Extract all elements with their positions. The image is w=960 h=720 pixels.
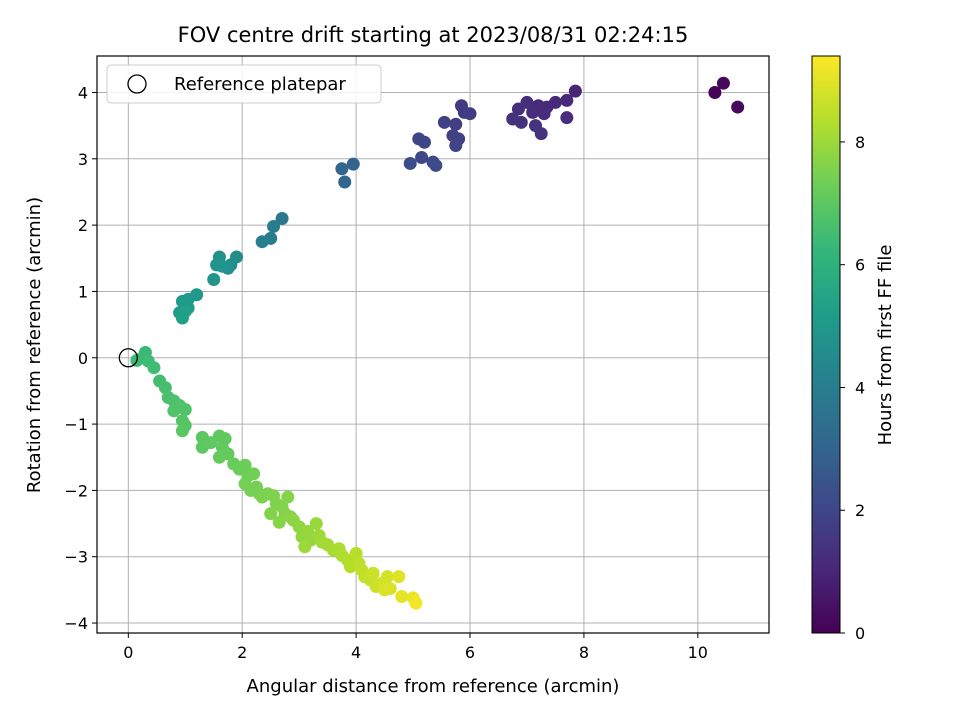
y-tick-label: 3 [78,150,88,169]
y-tick-label: −3 [64,548,88,567]
x-tick-label: 2 [237,643,247,662]
data-point [395,590,409,604]
data-point [568,84,582,98]
y-tick-label: −2 [64,481,88,500]
grid [97,56,769,633]
colorbar-gradient [811,55,841,634]
colorbar-ticks: 0 2 4 6 8 [840,133,865,643]
legend-open-circle-icon [127,74,147,94]
data-point [380,570,394,584]
data-point [731,100,745,114]
y-tick-label: 4 [78,83,88,102]
reference-marker-layer [118,348,138,368]
data-point [264,507,278,521]
legend-box [106,64,382,104]
data-point [534,127,548,141]
x-tick-label: 8 [579,643,589,662]
data-point [207,273,221,287]
data-points [130,76,745,610]
data-point [511,102,525,116]
x-tick-label: 0 [123,643,133,662]
y-tick-label: −4 [64,614,88,633]
data-point [463,107,477,121]
x-tick-label: 10 [688,643,708,662]
data-point [560,93,574,107]
data-point [212,450,226,464]
data-point [281,490,295,504]
data-point [392,570,406,584]
y-axis-ticks: −4 −3 −2 −1 0 1 2 3 4 [64,83,97,633]
data-point [147,361,161,375]
data-point [178,304,192,318]
legend: Reference platepar [106,64,382,104]
data-point [449,139,463,153]
data-point [167,404,181,418]
data-point [526,105,540,119]
plot-frame [96,55,770,634]
data-point [560,111,574,125]
y-tick-label: 2 [78,216,88,235]
data-point [309,517,323,531]
reference-platepar-marker [118,348,138,368]
x-axis-ticks: 0 2 4 6 8 10 [123,633,708,662]
data-point [716,76,730,90]
y-tick-label: 0 [78,349,88,368]
data-point [238,458,252,472]
y-axis-label: Rotation from reference (arcmin) [24,197,45,493]
data-point [272,515,286,529]
data-point [403,156,417,170]
colorbar: 0 2 4 6 8 Hours from first FF file [811,55,896,643]
data-point [415,150,429,164]
data-point [366,566,380,580]
data-point [537,107,551,121]
data-point [338,175,352,189]
data-point [215,259,229,273]
chart-title: FOV centre drift starting at 2023/08/31 … [178,23,689,47]
data-point [298,540,312,554]
x-tick-label: 4 [351,643,361,662]
data-point [178,402,192,416]
x-axis-label: Angular distance from reference (arcmin) [247,676,620,697]
data-point [255,235,269,249]
data-point [349,546,363,560]
data-point [346,157,360,171]
data-point [409,596,423,610]
data-point [275,211,289,225]
data-point [218,432,232,446]
colorbar-tick-label: 8 [855,133,865,152]
legend-label: Reference platepar [174,74,346,95]
data-point [378,583,392,597]
data-point [429,158,443,172]
colorbar-tick-label: 6 [855,256,865,275]
data-point [417,135,431,149]
data-point [708,85,722,99]
data-point [437,115,451,129]
data-point [175,424,189,438]
colorbar-label: Hours from first FF file [875,245,896,446]
data-point [158,381,172,395]
x-tick-label: 6 [465,643,475,662]
data-point [514,115,528,129]
data-point [335,162,349,176]
y-tick-label: 1 [78,282,88,301]
data-point [267,219,281,233]
data-point [449,117,463,131]
data-point [247,467,261,481]
colorbar-tick-label: 2 [855,501,865,520]
y-tick-label: −1 [64,415,88,434]
colorbar-tick-label: 4 [855,378,865,397]
colorbar-tick-label: 0 [855,624,865,643]
